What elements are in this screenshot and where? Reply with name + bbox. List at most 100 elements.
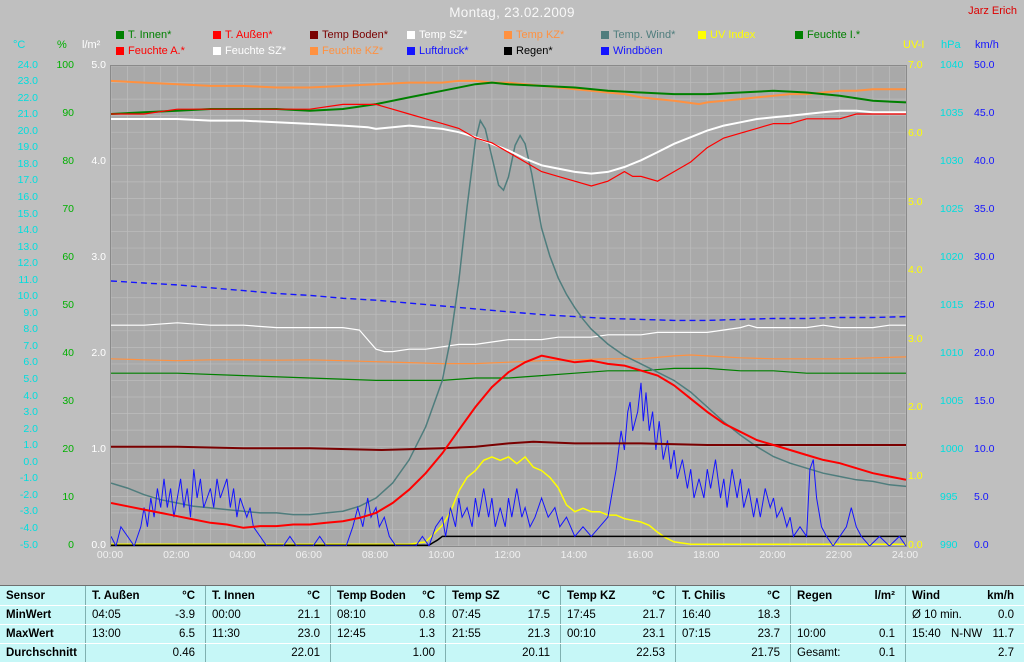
legend-color-swatch [407,47,415,55]
axis-tick: 9.0 [23,306,38,319]
table-header-cell: T. Außen °C [85,586,205,605]
axis-tick: 995 [940,490,958,503]
axis-tick: 100 [56,58,74,71]
axis-tick: -1.0 [19,472,38,485]
x-axis-tick: 18:00 [693,549,720,561]
legend-label: T. Innen* [128,29,172,41]
axis-tick: 6.0 [908,127,923,140]
series-windboeen [111,382,906,546]
axis-tick: 4.0 [23,389,38,402]
page-title: Montag, 23.02.2009 [449,5,575,20]
axis-unit-hpa: hPa [941,39,961,51]
legend-row-2: Feuchte A.* Feuchte SZ* Feuchte KZ* Luftdru… [116,45,892,57]
axis-tick: 13.0 [17,240,38,253]
table-cell: 15:40 N-NW 11.7 [905,625,1024,643]
series-luftdruck [111,280,906,322]
axis-tick: 2.0 [91,346,106,359]
axis-tick: 7.0 [23,339,38,352]
legend-label: Luftdruck* [419,45,469,57]
axis-tick: 60 [62,250,74,263]
legend-color-swatch [504,47,512,55]
y-axis-percent: 100 90 80 70 60 50 40 30 20 10 0 [50,59,74,550]
x-axis-tick: 02:00 [163,549,190,561]
axis-tick: 23.0 [17,75,38,88]
table-cell: 00:00 21.1 [205,606,330,624]
table-cell: Gesamt: 0.1 [790,644,905,662]
legend-item-temp-sz: Temp SZ* [407,29,504,41]
table-header-cell: Temp SZ °C [445,586,560,605]
axis-tick: 990 [940,538,958,551]
watermark-user: Jarz Erich [968,5,1017,17]
axis-unit-lm2: l/m² [82,39,101,51]
table-cell: 0.46 [85,644,205,662]
plot-area [110,65,907,547]
table-cell: 07:45 17.5 [445,606,560,624]
axis-tick: 15.0 [17,207,38,220]
axis-tick: 20.0 [974,346,995,359]
series-feuchte-sz [111,322,906,353]
axis-tick: 70 [62,202,74,215]
axis-tick: 0 [68,538,74,551]
axis-tick: 18.0 [17,157,38,170]
legend-label: Feuchte SZ* [225,45,287,57]
axis-tick: 11.0 [18,273,38,286]
axis-tick: 12.0 [17,257,38,270]
axis-unit-kmh: km/h [975,39,999,51]
x-axis-tick: 00:00 [96,549,124,561]
axis-tick: 0.0 [908,538,923,551]
legend-item-temp-wind: Temp. Wind* [601,29,698,41]
table-cell: 11:30 23.0 [205,625,330,643]
legend-label: Temp KZ* [516,29,565,41]
legend-color-swatch [601,31,609,39]
legend-color-swatch [213,47,221,55]
axis-tick: 16.0 [17,190,38,203]
axis-tick: 5.0 [974,490,989,503]
series-temp-kz [111,79,906,106]
axis-tick: -2.0 [19,488,38,501]
axis-tick: 5.0 [91,58,106,71]
legend-item-feuchte-i: Feuchte I.* [795,29,892,41]
table-cell: 04:05 -3.9 [85,606,205,624]
axis-tick: 20.0 [17,124,38,137]
axis-tick: 1000 [940,442,964,455]
series-regen [111,535,906,546]
axis-unit-percent: % [57,39,67,51]
table-cell: 22.01 [205,644,330,662]
x-axis-tick: 16:00 [626,549,654,561]
table-header-cell: Regen l/m² [790,586,905,605]
axis-tick: 30.0 [974,250,995,263]
axis-tick: 1020 [940,250,964,263]
axis-tick: 5.0 [908,195,923,208]
x-axis-tick: 06:00 [295,549,322,561]
legend-color-swatch [601,47,609,55]
axis-tick: 2.0 [908,401,923,414]
legend-color-swatch [116,31,124,39]
legend-item-feuchte-kz: Feuchte KZ* [310,45,407,57]
table-row-label: MinWert [6,609,52,621]
series-temp-sz [111,109,906,175]
y-axis-lm2: 5.0 4.0 3.0 2.0 1.0 0.0 [82,59,106,550]
axis-tick: 1010 [940,346,964,359]
legend-label: UV Index [710,29,756,41]
axis-tick: 2.0 [23,422,38,435]
axis-tick: 0.0 [974,538,989,551]
table-row-label: Durchschnitt [6,647,77,659]
series-feuchte-kz [111,354,906,365]
table-header-cell: Sensor [6,589,45,602]
axis-tick: 4.0 [908,264,923,277]
table-cell: 21:55 21.3 [445,625,560,643]
table-cell: 13:00 6.5 [85,625,205,643]
legend-label: Feuchte I.* [807,29,861,41]
axis-tick: 50.0 [974,58,995,71]
legend-item-windb-en: Windböen [601,45,698,57]
axis-tick: 25.0 [974,298,995,311]
series-temp-wind [111,118,906,516]
axis-tick: 22.0 [17,91,38,104]
legend-label: Windböen [613,45,663,57]
series-temp-aussen [111,354,906,529]
legend-label: Temp Boden* [322,29,389,41]
axis-tick: 0.0 [23,455,38,468]
x-axis-tick: 20:00 [759,549,786,561]
table-header-cell: T. Chilis °C [675,586,790,605]
legend-row-1: T. Innen* T. Außen* Temp Boden* Temp SZ* Tem… [116,29,892,41]
